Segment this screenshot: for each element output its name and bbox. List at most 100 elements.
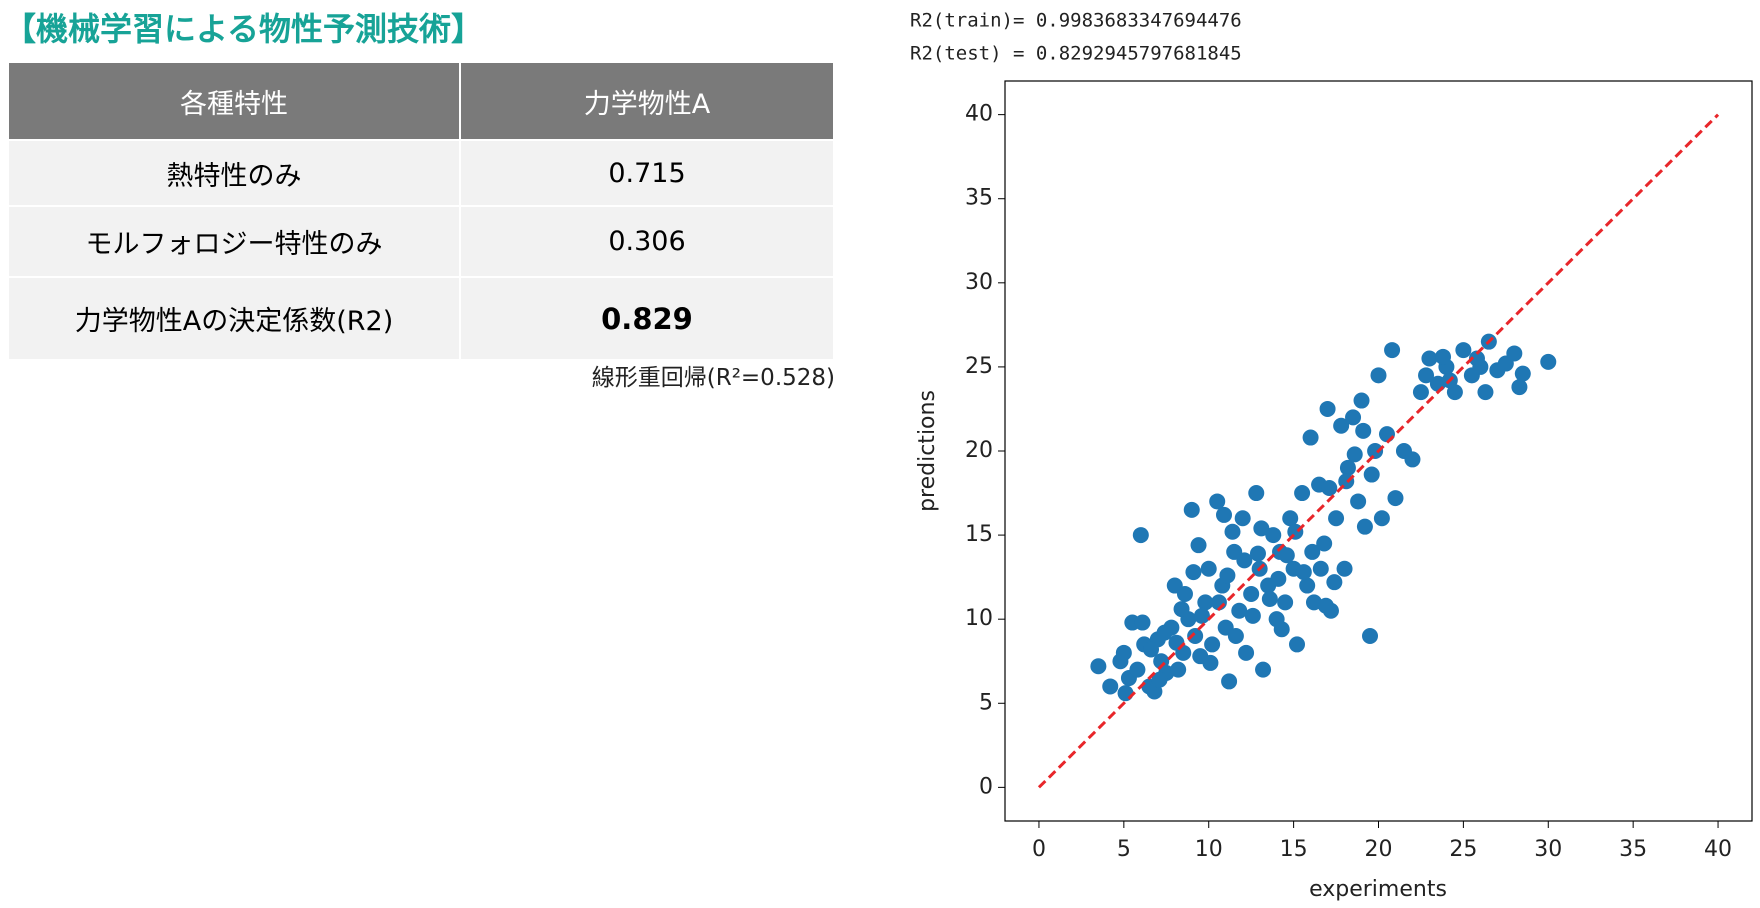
point — [1173, 601, 1190, 618]
table: 各種特性 力学物性A 熱特性のみ 0.715 モルフォロジー特性のみ 0.306… — [9, 63, 835, 359]
point — [1326, 574, 1343, 591]
y-tick-label: 5 — [979, 690, 993, 715]
point — [1294, 485, 1311, 502]
point — [1248, 485, 1265, 502]
point — [1321, 480, 1338, 496]
point — [1134, 614, 1151, 631]
point — [1333, 417, 1350, 434]
row: モルフォロジー特性のみ 0.306 — [9, 205, 835, 277]
y-tick-label: 30 — [965, 270, 993, 295]
header-row: 各種特性 力学物性A — [9, 63, 835, 140]
point — [1197, 594, 1214, 611]
point — [1277, 594, 1294, 611]
point — [1238, 644, 1255, 661]
point — [1418, 367, 1435, 384]
point — [1355, 422, 1372, 439]
point — [1299, 577, 1316, 594]
point — [1253, 520, 1270, 537]
point — [1514, 365, 1531, 382]
row: 力学物性Aの決定係数(R2) 0.829 — [9, 276, 835, 359]
annotation: R2(train)= 0.9983683347694476 — [910, 10, 1242, 32]
point — [1312, 560, 1329, 577]
point — [1278, 547, 1295, 564]
row: 熱特性のみ 0.715 — [9, 139, 835, 206]
point — [1227, 628, 1244, 644]
point — [1404, 451, 1421, 468]
point — [1387, 490, 1404, 507]
point — [1168, 634, 1185, 651]
point — [1185, 564, 1202, 581]
point — [1244, 607, 1261, 624]
point — [1345, 409, 1362, 426]
point — [1115, 644, 1132, 661]
cell: 0.829 — [460, 276, 835, 359]
note: 線形重回帰(R²=0.528) — [591, 365, 835, 391]
annotation: R2(test) = 0.8292945797681845 — [910, 43, 1242, 65]
point — [1295, 564, 1312, 581]
point — [1316, 535, 1333, 552]
point — [1190, 537, 1207, 554]
point — [1511, 379, 1528, 396]
point — [1102, 678, 1119, 695]
point — [1384, 342, 1401, 359]
x-axis-label: experiments — [1309, 877, 1447, 902]
point — [1289, 636, 1306, 653]
point — [1183, 501, 1200, 518]
x-tick-label: 5 — [1117, 837, 1131, 862]
x-tick-label: 0 — [1032, 837, 1046, 862]
point — [1129, 661, 1146, 678]
y-tick-label: 35 — [965, 186, 993, 211]
point — [1143, 641, 1160, 658]
point — [1255, 661, 1272, 678]
point — [1243, 585, 1260, 602]
header-cell: 力学物性A — [460, 63, 835, 140]
x-tick-label: 10 — [1195, 837, 1223, 862]
point — [1209, 493, 1226, 510]
point — [1346, 446, 1363, 463]
point — [1370, 367, 1387, 384]
point — [1187, 628, 1204, 644]
point — [1373, 510, 1390, 527]
y-tick-label: 10 — [965, 606, 993, 631]
point — [1319, 400, 1336, 417]
point — [1090, 658, 1107, 675]
x-tick-label: 35 — [1619, 837, 1647, 862]
point — [1221, 673, 1238, 690]
x-tick-label: 20 — [1365, 837, 1393, 862]
point — [1170, 661, 1187, 678]
x-tick-label: 25 — [1449, 837, 1477, 862]
point — [1156, 624, 1173, 641]
point — [1261, 591, 1278, 607]
y-tick-label: 20 — [965, 438, 993, 463]
x-tick-label: 15 — [1280, 837, 1308, 862]
point — [1224, 523, 1241, 540]
point — [1132, 527, 1149, 544]
cell: 熱特性のみ — [9, 139, 461, 206]
point — [1236, 552, 1253, 569]
y-tick-label: 40 — [965, 102, 993, 127]
point — [1506, 345, 1523, 362]
point — [1282, 510, 1299, 527]
point — [1328, 510, 1345, 527]
point — [1202, 654, 1219, 671]
point — [1234, 510, 1251, 527]
point — [1231, 602, 1248, 619]
point — [1336, 560, 1353, 577]
y-axis-label: predictions — [915, 390, 940, 512]
point — [1317, 597, 1334, 614]
point — [1200, 560, 1217, 577]
point — [1477, 384, 1494, 401]
point — [1219, 567, 1236, 584]
point — [1435, 348, 1452, 365]
point — [1216, 506, 1233, 523]
point — [1356, 518, 1373, 535]
point — [1151, 671, 1168, 688]
point — [1540, 353, 1557, 370]
cell: 力学物性Aの決定係数(R2) — [9, 276, 461, 359]
point — [1176, 585, 1193, 602]
point — [1304, 543, 1321, 560]
point — [1421, 350, 1438, 367]
cell: 0.715 — [460, 139, 835, 206]
